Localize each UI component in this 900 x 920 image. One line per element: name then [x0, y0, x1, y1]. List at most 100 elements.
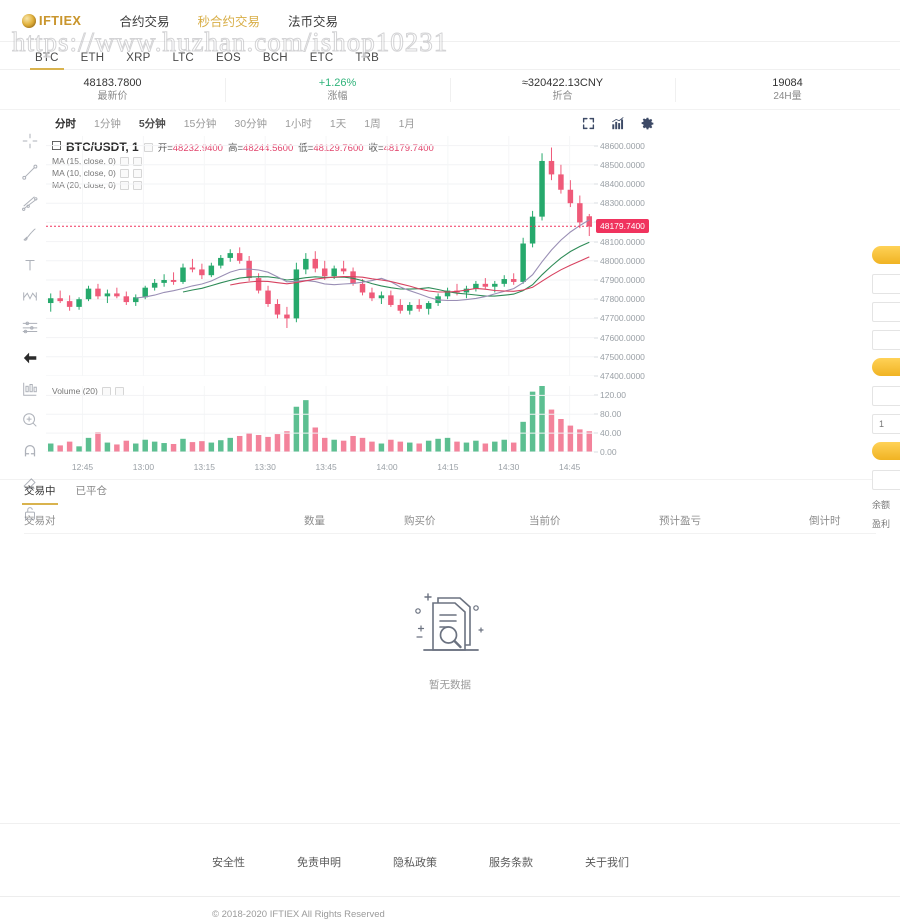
- balance-label: 余额: [872, 500, 891, 510]
- trade-input-1[interactable]: [872, 274, 900, 294]
- trade-input-5[interactable]: [872, 470, 900, 490]
- timeframe-1m[interactable]: 1分钟: [94, 117, 121, 130]
- column-amount: 数量: [304, 515, 325, 527]
- price-axis-tickmark: [594, 241, 598, 243]
- timeframe-1w[interactable]: 1周: [364, 117, 381, 130]
- bar-pattern-icon[interactable]: [21, 380, 41, 400]
- coin-tab-eth[interactable]: ETH: [80, 52, 105, 64]
- price-axis-tickmark: [594, 279, 598, 281]
- time-axis-tick: 13:30: [254, 462, 276, 472]
- top-navigation-bar: IFTIEX 合约交易 秒合约交易 法币交易: [0, 0, 900, 42]
- symbol-settings-icon[interactable]: [143, 142, 153, 152]
- copyright-text: © 2018-2020 IFTIEX All Rights Reserved: [212, 909, 385, 920]
- trendline-icon[interactable]: [21, 163, 41, 183]
- price-axis-tick: 47800.0000: [600, 294, 645, 305]
- pattern-icon[interactable]: [21, 287, 41, 307]
- trade-quantity-input[interactable]: 1: [872, 414, 900, 434]
- column-countdown: 倒计时: [809, 515, 841, 527]
- crosshair-icon[interactable]: [21, 132, 41, 152]
- price-pane[interactable]: [46, 136, 594, 376]
- stat-change-label: 涨幅: [327, 90, 348, 102]
- nav-item-second-contract-trade[interactable]: 秒合约交易: [197, 15, 261, 29]
- indicator-icon[interactable]: [611, 116, 625, 130]
- time-axis-tick: 13:00: [132, 462, 155, 472]
- coin-tab-bch[interactable]: BCH: [262, 52, 288, 64]
- fullscreen-icon[interactable]: [582, 117, 595, 130]
- footer-link-about[interactable]: 关于我们: [585, 857, 629, 869]
- trade-action-button-3[interactable]: [872, 442, 900, 460]
- coin-tab-eos[interactable]: EOS: [215, 52, 241, 64]
- brand-logo[interactable]: IFTIEX: [22, 13, 82, 28]
- ma-close-icon[interactable]: [132, 168, 142, 178]
- coin-tab-bar: BTC ETH XRP LTC EOS BCH ETC TRB: [0, 42, 900, 70]
- price-axis-tick: 47600.0000: [600, 332, 645, 343]
- fibonacci-icon[interactable]: [21, 194, 41, 214]
- zoom-in-icon[interactable]: [21, 411, 41, 431]
- trade-action-button-1[interactable]: [872, 246, 900, 264]
- timeframe-5m[interactable]: 5分钟: [138, 117, 166, 130]
- price-axis-tickmark: [594, 145, 598, 147]
- timeframe-fenshi[interactable]: 分时: [55, 117, 76, 130]
- coin-tab-trb[interactable]: TRB: [355, 52, 379, 64]
- ma-legend-group: MA (15, close, 0) MA (10, close, 0) MA (…: [52, 156, 142, 190]
- timeframe-1mo[interactable]: 1月: [398, 117, 415, 130]
- coin-tab-ltc[interactable]: LTC: [172, 52, 194, 64]
- column-estimated-pnl: 预计盈亏: [659, 515, 701, 527]
- coin-tab-btc[interactable]: BTC: [24, 52, 70, 70]
- lock-icon[interactable]: [21, 504, 41, 524]
- timeframe-30m[interactable]: 30分钟: [234, 117, 268, 130]
- chart-canvas-area[interactable]: [46, 136, 600, 454]
- footer-copyright-bar: © 2018-2020 IFTIEX All Rights Reserved: [0, 896, 900, 920]
- trade-input-3[interactable]: [872, 330, 900, 350]
- footer-link-terms[interactable]: 服务条款: [489, 857, 533, 869]
- trade-panel-clipped: 1 余额 盈利: [872, 246, 900, 602]
- orders-table-header: 交易对 数量 购买价 当前价 预计盈亏 倒计时: [24, 508, 876, 534]
- brush-icon[interactable]: [21, 225, 41, 245]
- volume-axis-tickmark: [594, 394, 598, 396]
- ma-close-icon[interactable]: [132, 180, 142, 190]
- ma-legend-20: MA (20, close, 0): [52, 180, 142, 190]
- price-axis-tickmark: [594, 202, 598, 204]
- settings-gear-icon[interactable]: [641, 117, 654, 130]
- price-axis-tick: 48500.0000: [600, 159, 645, 170]
- footer-link-privacy[interactable]: 隐私政策: [393, 857, 437, 869]
- timeframe-15m[interactable]: 15分钟: [183, 117, 217, 130]
- price-axis-tickmark: [594, 183, 598, 185]
- footer-link-security[interactable]: 安全性: [212, 857, 245, 869]
- volume-legend-label: Volume (20): [52, 386, 98, 396]
- timeframe-1d[interactable]: 1天: [329, 117, 347, 130]
- footer-link-disclaimer[interactable]: 免责申明: [297, 857, 341, 869]
- coin-tab-etc[interactable]: ETC: [309, 52, 334, 64]
- ma-settings-icon[interactable]: [119, 168, 129, 178]
- ma-settings-icon[interactable]: [119, 180, 129, 190]
- price-axis-tick: 48100.0000: [600, 236, 645, 247]
- trade-input-4[interactable]: [872, 386, 900, 406]
- profit-label: 盈利: [872, 519, 891, 529]
- ma-legend-10: MA (10, close, 0): [52, 168, 142, 178]
- price-axis-tick: 47400.0000: [600, 371, 645, 381]
- eraser-icon[interactable]: [21, 473, 41, 493]
- volume-pane[interactable]: [46, 386, 594, 452]
- trade-input-2[interactable]: [872, 302, 900, 322]
- no-data-illustration-icon: [415, 593, 484, 651]
- ohlc-open: 开=48232.9400: [157, 143, 223, 154]
- volume-axis-tick: 40.00: [600, 428, 622, 439]
- trade-action-button-2[interactable]: [872, 358, 900, 376]
- nav-item-fiat-trade[interactable]: 法币交易: [288, 15, 339, 29]
- measure-icon[interactable]: [21, 318, 41, 338]
- timeframe-1h[interactable]: 1小时: [285, 117, 312, 130]
- empty-state-text: 暂无数据: [429, 679, 471, 691]
- coin-tab-xrp[interactable]: XRP: [126, 52, 151, 64]
- ohlc-low: 低=48129.7600: [298, 143, 364, 154]
- price-axis-tick: 48400.0000: [600, 179, 645, 189]
- price-axis-tickmark: [594, 298, 598, 300]
- orders-tab-active[interactable]: 交易中: [22, 483, 57, 505]
- time-axis-tick: 13:45: [315, 462, 337, 472]
- empty-state: 暂无数据: [24, 534, 876, 772]
- nav-item-contract-trade[interactable]: 合约交易: [119, 15, 170, 29]
- magnet-icon[interactable]: [21, 442, 41, 462]
- arrow-left-icon[interactable]: [21, 349, 41, 369]
- orders-tab-closed[interactable]: 已平仓: [75, 485, 108, 497]
- stat-cny-value: ≈320422.13CNY: [521, 76, 604, 89]
- text-icon[interactable]: [21, 256, 41, 276]
